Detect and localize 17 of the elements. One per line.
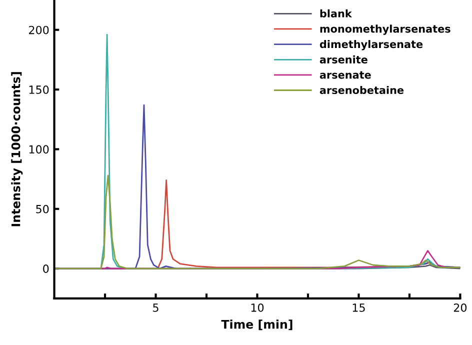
y-tick-label: 50	[36, 204, 49, 214]
legend-label: monomethylarsenates	[320, 24, 450, 35]
x-tick-label: 10	[251, 303, 264, 312]
x-tick-label: 20	[454, 303, 467, 312]
y-axis-title: Intensity [1000·counts]	[11, 72, 23, 226]
x-tick-label: 15	[352, 304, 365, 312]
x-axis-title: Time [min]	[221, 320, 292, 330]
y-tick-label: 200	[29, 26, 49, 34]
x-tick-label: 5	[153, 304, 158, 312]
legend-label: dimethylarsenate	[320, 40, 423, 50]
legend-label: arsenobetaine	[320, 86, 404, 94]
legend-label: blank	[320, 9, 352, 18]
y-tick-label: 150	[29, 86, 49, 94]
y-tick-label: 0	[43, 264, 49, 273]
y-tick-label: 100	[29, 145, 49, 154]
legend-label: arsenite	[320, 55, 368, 64]
legend-label: arsenate	[320, 71, 371, 79]
